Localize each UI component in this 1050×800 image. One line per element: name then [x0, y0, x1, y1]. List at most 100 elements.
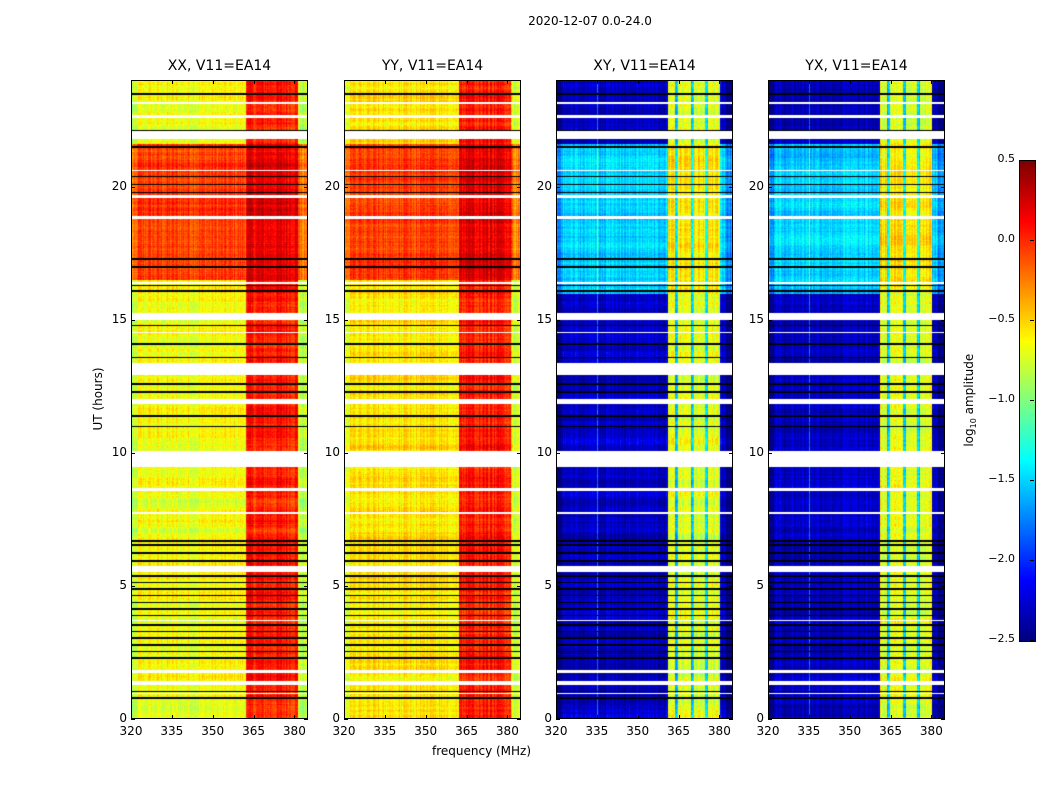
colorbar-tick [1030, 480, 1034, 481]
x-tick [596, 715, 598, 719]
y-tick [344, 186, 348, 188]
x-tick [384, 80, 386, 84]
x-tick [507, 715, 509, 719]
panel-xy: XY, V11=EA14 320 335 350 365 380 0 5 10 15 20 [537, 58, 733, 738]
x-tick-label: 380 [282, 724, 306, 738]
y-tick-label: 20 [111, 178, 127, 193]
y-tick-label: 0 [756, 711, 764, 725]
x-tick-label: 365 [455, 724, 478, 738]
x-tick [425, 715, 427, 719]
y-tick-label: 15 [324, 311, 340, 326]
y-tick [556, 585, 560, 587]
x-tick [344, 715, 345, 719]
x-tick [131, 80, 132, 84]
axes-frame [556, 80, 733, 719]
heatmap-0 [131, 80, 308, 719]
x-tick-label: 380 [495, 724, 519, 738]
y-tick-label: 0 [119, 711, 127, 725]
x-tick [131, 715, 132, 719]
axes-frame [344, 80, 521, 719]
x-tick [384, 715, 386, 719]
x-tick-label: 335 [373, 724, 397, 738]
colorbar-tick [1030, 400, 1034, 401]
x-tick-label: 350 [414, 724, 438, 738]
colorbar [1019, 160, 1036, 642]
y-tick [768, 319, 772, 321]
x-tick-label: 335 [797, 724, 821, 738]
y-tick [517, 452, 521, 454]
y-tick-label: 20 [324, 178, 340, 193]
axes-frame [768, 80, 945, 719]
x-tick [466, 715, 468, 719]
y-tick [729, 319, 733, 321]
x-tick [768, 80, 769, 84]
y-tick-label: 15 [748, 311, 764, 326]
x-tick [596, 80, 598, 84]
y-tick [304, 186, 308, 188]
y-tick [729, 585, 733, 587]
x-tick-label: 365 [242, 724, 265, 738]
x-tick [425, 80, 427, 84]
y-tick [729, 452, 733, 454]
x-tick [719, 80, 721, 84]
x-tick [212, 715, 214, 719]
y-tick [131, 719, 135, 720]
y-tick [131, 585, 135, 587]
y-tick [768, 186, 772, 188]
colorbar-tick-label: −2.5 [988, 632, 1015, 645]
x-tick-label: 320 [544, 724, 568, 738]
x-tick [344, 80, 345, 84]
x-tick [507, 80, 509, 84]
x-tick [768, 715, 769, 719]
panel-title: XX, V11=EA14 [167, 58, 272, 74]
x-tick [890, 715, 892, 719]
x-tick-label: 380 [919, 724, 943, 738]
y-tick [344, 719, 348, 720]
x-tick [466, 80, 468, 84]
heatmap-1 [344, 80, 521, 719]
panel-title: XY, V11=EA14 [593, 58, 696, 74]
colorbar-tick-label: −1.5 [988, 472, 1015, 485]
y-tick [941, 186, 945, 188]
y-tick-label: 20 [536, 178, 552, 193]
y-tick [941, 719, 945, 720]
colorbar-tick-label: −2.0 [988, 552, 1015, 565]
x-tick-label: 350 [838, 724, 862, 738]
y-tick-label: 10 [324, 444, 340, 459]
y-tick [304, 319, 308, 321]
colorbar-tick [1030, 640, 1034, 641]
x-tick-label: 365 [879, 724, 902, 738]
y-tick-label: 20 [748, 178, 764, 193]
y-tick-label: 15 [111, 311, 127, 326]
panel-yx: YX, V11=EA14 320 335 350 365 380 0 5 10 15 20 [749, 58, 945, 738]
y-tick-label: 5 [119, 577, 127, 592]
y-tick [768, 452, 772, 454]
x-tick [719, 715, 721, 719]
x-tick-label: 320 [756, 724, 780, 738]
y-tick-label: 5 [756, 577, 764, 592]
colorbar-tick-label: −0.5 [988, 312, 1015, 325]
colorbar-tick-label: 0.5 [997, 152, 1016, 165]
x-tick [556, 715, 557, 719]
y-tick [131, 452, 135, 454]
y-tick [344, 319, 348, 321]
y-tick-label: 5 [544, 577, 552, 592]
colorbar-tick [1030, 320, 1034, 321]
x-tick [294, 80, 296, 84]
x-tick [253, 715, 255, 719]
panel-xx: XX, V11=EA14 320 335 350 365 380 0 5 10 15 20 [112, 58, 308, 738]
x-tick [678, 80, 680, 84]
y-tick [556, 452, 560, 454]
y-tick [517, 319, 521, 321]
y-tick [304, 452, 308, 454]
x-tick [678, 715, 680, 719]
y-tick-label: 10 [536, 444, 552, 459]
x-tick [931, 80, 933, 84]
x-tick-label: 335 [585, 724, 609, 738]
colorbar-tick [1030, 240, 1034, 241]
colorbar-tick [1030, 560, 1034, 561]
heatmap-3 [768, 80, 945, 719]
x-tick-label: 380 [707, 724, 731, 738]
x-tick [637, 80, 639, 84]
